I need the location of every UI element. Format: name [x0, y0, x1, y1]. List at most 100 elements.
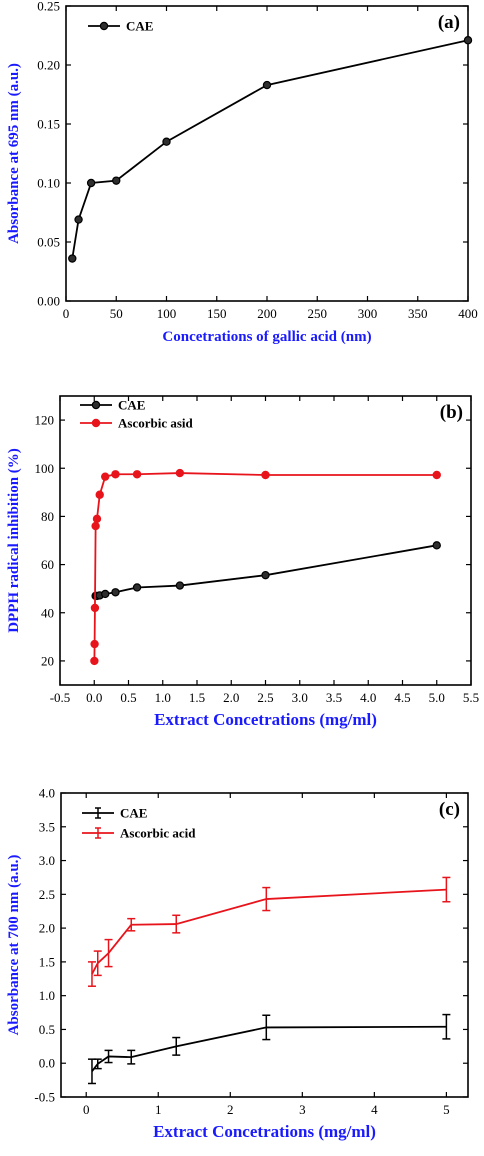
data-point	[112, 176, 121, 185]
data-point	[68, 254, 77, 263]
data-point	[101, 472, 110, 481]
legend-entry: CAE	[80, 398, 145, 413]
legend-entry: Ascorbic asid	[80, 416, 194, 431]
series-1	[68, 36, 473, 263]
data-point	[74, 215, 83, 224]
series-line	[71, 39, 469, 259]
y-tick-label: 0.10	[37, 176, 60, 191]
x-tick-label: 300	[358, 306, 378, 321]
legend-marker	[91, 418, 101, 428]
y-tick-label: 80	[41, 509, 54, 524]
x-tick-label: 1.5	[189, 690, 205, 705]
series-line	[95, 544, 437, 597]
series-1	[87, 1013, 451, 1085]
x-tick-label: 50	[110, 306, 123, 321]
x-tick-label: 0	[63, 306, 70, 321]
x-axis-title: Extract Concetrations (mg/ml)	[153, 1122, 376, 1141]
data-point	[261, 570, 270, 580]
panel-label: (c)	[439, 799, 460, 820]
x-tick-label: 350	[408, 306, 428, 321]
series-2	[90, 468, 441, 666]
series-line	[91, 1025, 447, 1072]
x-tick-label: 2	[227, 1102, 234, 1117]
y-tick-label: 0.05	[37, 235, 60, 250]
x-tick-label: 1	[155, 1102, 162, 1117]
y-tick-label: 60	[41, 557, 54, 572]
legend-entry: Ascorbic acid	[82, 826, 196, 841]
y-tick-label: 4.0	[39, 786, 55, 801]
legend-entry: CAE	[82, 806, 147, 821]
x-axis-title: Concetrations of gallic acid (nm)	[162, 329, 371, 345]
plot-frame	[60, 792, 469, 1098]
data-point	[95, 490, 104, 499]
y-tick-label: 1.0	[39, 988, 55, 1003]
y-tick-label: -0.5	[34, 1090, 55, 1105]
data-point	[175, 581, 185, 590]
y-tick-label: 0.5	[39, 1022, 55, 1037]
data-point	[90, 603, 100, 613]
data-point	[432, 541, 441, 550]
x-tick-label: 4.5	[394, 690, 410, 705]
series-line	[93, 472, 437, 661]
plot-frame	[65, 5, 469, 302]
x-tick-label: 5	[443, 1102, 450, 1117]
chart-panel-1: 0 50 100 150 200 250 300 350 400 0.00 0.05 0.10 0.15…	[6, 0, 478, 345]
data-point	[432, 470, 441, 480]
series-2	[87, 876, 451, 987]
data-point	[162, 137, 171, 146]
legend-label: CAE	[120, 806, 147, 821]
legend-entry: CAE	[88, 19, 153, 34]
x-tick-label: 5.0	[429, 690, 445, 705]
series-line	[91, 888, 447, 975]
legend-label: CAE	[118, 398, 145, 413]
data-point	[132, 470, 142, 479]
y-tick-label: 120	[35, 413, 55, 428]
plot-frame	[59, 395, 472, 686]
legend-label: Ascorbic asid	[118, 416, 194, 431]
y-tick-label: 0.25	[37, 0, 60, 14]
legend-marker	[99, 21, 109, 31]
y-axis-title: Absorbance at 695 nm (a.u.)	[6, 63, 22, 244]
y-tick-label: 0.00	[37, 294, 60, 309]
chart-panel-2: -0.5 0.0 0.5 1.0 1.5 2.0 2.5 3.0 3.5 4.0 4.5 5.0 5.5…	[6, 395, 479, 729]
x-tick-label: 2.0	[223, 690, 239, 705]
x-tick-label: 200	[257, 306, 277, 321]
x-tick-label: 400	[458, 306, 478, 321]
data-point	[91, 521, 100, 531]
data-point	[101, 589, 110, 599]
y-tick-label: 0.0	[39, 1056, 55, 1071]
data-point	[175, 468, 185, 478]
panel-label: (b)	[440, 402, 463, 423]
y-tick-label: 100	[35, 461, 55, 476]
legend-marker	[91, 400, 101, 410]
legend-label: CAE	[126, 19, 153, 34]
y-tick-label: 0.15	[37, 117, 60, 132]
data-point	[132, 583, 142, 592]
x-tick-label: -0.5	[50, 690, 71, 705]
data-point	[463, 36, 473, 45]
x-tick-label: 1.0	[155, 690, 171, 705]
chart-panel-3: 0 1 2 3 4 5 -0.5 0.0 0.5 1.0 1.5 2.0 2.5 3.0 3.5 4.0 Ext…	[6, 786, 469, 1141]
x-tick-label: 250	[308, 306, 328, 321]
data-point	[262, 80, 272, 90]
x-tick-label: 5.5	[463, 690, 479, 705]
x-tick-label: 0	[83, 1102, 90, 1117]
y-tick-label: 2.0	[39, 921, 55, 936]
y-axis-title: DPPH radical inhibition (%)	[6, 448, 22, 633]
y-tick-label: 0.20	[37, 58, 60, 73]
x-tick-label: 0.5	[120, 690, 136, 705]
y-tick-label: 20	[41, 653, 54, 668]
data-point	[92, 514, 102, 524]
series-1	[91, 541, 441, 601]
y-tick-label: 2.5	[39, 887, 55, 902]
x-tick-label: 3	[299, 1102, 306, 1117]
x-axis-title: Extract Concetrations (mg/ml)	[154, 710, 377, 729]
data-point	[111, 470, 120, 479]
y-tick-label: 40	[41, 605, 54, 620]
x-tick-label: 100	[157, 306, 177, 321]
data-point	[86, 178, 96, 188]
y-tick-label: 3.0	[39, 853, 55, 868]
x-tick-label: 2.5	[257, 690, 273, 705]
